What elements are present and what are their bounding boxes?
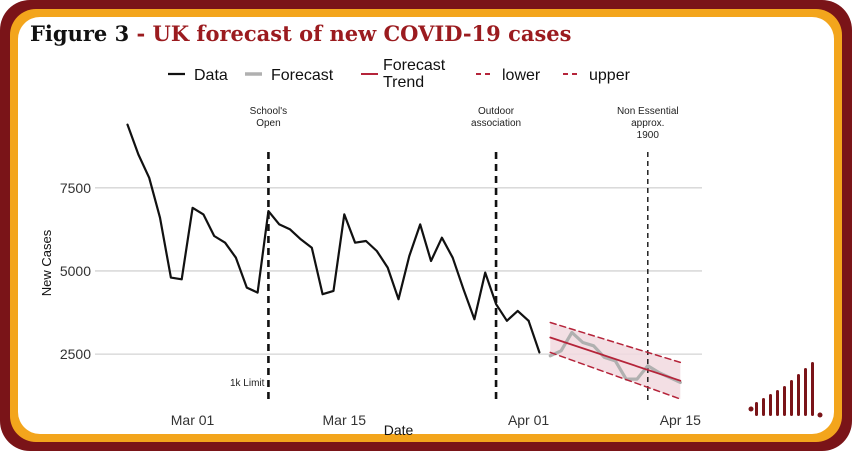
x-tick-label: Apr 15 xyxy=(660,412,701,428)
logo-bar xyxy=(790,380,793,416)
legend-label: upper xyxy=(589,67,631,84)
logo-bar xyxy=(797,374,800,416)
event-label: 1900 xyxy=(637,130,660,141)
legend-label: Forecast xyxy=(383,57,446,74)
logo-bar xyxy=(755,402,758,416)
y-gridlines xyxy=(95,187,702,355)
event-label: Non Essential xyxy=(617,106,679,117)
event-label: approx. xyxy=(631,118,664,129)
event-label: School's xyxy=(250,106,288,117)
logo-bar xyxy=(811,362,814,416)
logo-bar xyxy=(776,390,779,416)
figure-title-text: UK forecast of new COVID-19 cases xyxy=(152,21,572,46)
series-line-upper xyxy=(549,321,682,364)
series-line-data xyxy=(527,319,541,354)
event-label: association xyxy=(471,118,521,129)
legend-label: lower xyxy=(502,67,541,84)
event-label: Outdoor xyxy=(478,106,515,117)
figure-panel: Figure 3 - UK forecast of new COVID-19 c… xyxy=(18,17,834,434)
legend-label: Trend xyxy=(383,74,424,91)
series-line-forecast xyxy=(548,330,682,384)
figure-label: Figure 3 xyxy=(30,21,130,46)
series-line-data xyxy=(126,123,530,322)
figure-title: Figure 3 - UK forecast of new COVID-19 c… xyxy=(30,21,571,46)
legend-label: Forecast xyxy=(271,67,334,84)
axis-labels: 2500 5000 7500 Mar 01 Mar 15 Apr 01 Apr 15 Date… xyxy=(39,180,701,438)
event-label: Open xyxy=(256,118,280,129)
y-tick-label: 7500 xyxy=(60,180,91,196)
x-tick-label: Apr 01 xyxy=(508,412,549,428)
logo-bar xyxy=(762,398,765,416)
x-tick-label: Mar 01 xyxy=(171,412,215,428)
y-axis-title: New Cases xyxy=(39,229,54,296)
logo-bar xyxy=(783,386,786,416)
event-label: 1k Limit xyxy=(230,378,265,389)
series-line-forecast-trend xyxy=(549,336,682,382)
series-line-lower xyxy=(549,351,682,400)
y-tick-label: 2500 xyxy=(60,346,91,362)
x-axis-title: Date xyxy=(384,422,414,438)
logo-icon xyxy=(748,362,823,418)
y-tick-label: 5000 xyxy=(60,263,91,279)
figure-title-separator: - xyxy=(129,21,153,46)
x-tick-label: Mar 15 xyxy=(323,412,367,428)
logo-bar xyxy=(804,368,807,416)
series-lines xyxy=(126,123,682,400)
legend-label: Data xyxy=(194,67,228,84)
logo-dot xyxy=(817,412,823,418)
logo-bar xyxy=(769,394,772,416)
logo-dot xyxy=(748,406,754,412)
